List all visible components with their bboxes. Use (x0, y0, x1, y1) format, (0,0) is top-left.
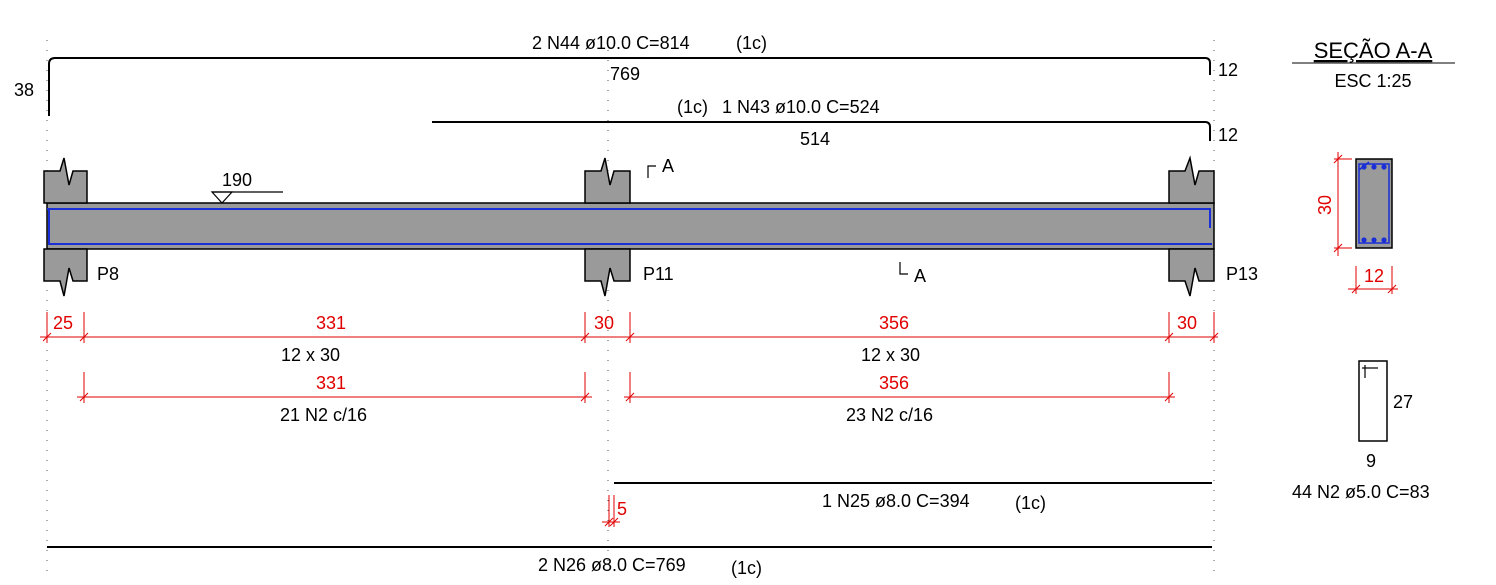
bar-n44: 2 N44 ø10.0 C=814 (1c) 769 38 12 (14, 33, 1238, 116)
section-rebar-bottom (1371, 237, 1377, 243)
bar-n43: (1c) 1 N43 ø10.0 C=524 514 12 (432, 97, 1238, 149)
support-p13-top (1168, 155, 1215, 204)
axis-lines (46, 40, 1215, 580)
dim-slash (1333, 154, 1343, 164)
dimension-row-2 (77, 372, 1175, 403)
dim-row1-25: 25 (53, 313, 73, 333)
dim-slash (604, 517, 614, 527)
bar-n43-layer: (1c) (677, 97, 708, 117)
dim-slash (1387, 284, 1397, 294)
dim-slash (1333, 243, 1343, 253)
section-height: 30 (1315, 195, 1335, 215)
dim-row1-30b: 30 (1177, 313, 1197, 333)
bar-n26-label: 2 N26 ø8.0 C=769 (538, 555, 686, 575)
bar-n25-offset: 5 (617, 499, 627, 519)
section-rebar-top (1381, 164, 1387, 170)
beam-elevation: 190 P8 P11 P13 A A (43, 155, 1258, 297)
section-cut-mark-top (647, 165, 656, 178)
section-rebar-top (1371, 164, 1377, 170)
support-p13-bottom (1168, 248, 1215, 297)
bar-n44-straight-length: 769 (610, 64, 640, 84)
beam-top-rebar (47, 208, 1211, 228)
section-rebar-bottom (1381, 237, 1387, 243)
dim-slash (42, 332, 52, 342)
bar-n25-offset-dim (602, 495, 620, 527)
section-a-a: SEÇÃO A-A ESC 1:25 30 12 (1292, 38, 1455, 294)
dim-slash (580, 392, 590, 402)
stirrup-spacing-right: 23 N2 c/16 (846, 405, 933, 425)
support-label-p13: P13 (1226, 264, 1258, 284)
stirrup-shape (1358, 360, 1388, 442)
section-stirrup (1358, 163, 1390, 244)
bar-n44-hook-right: 12 (1218, 60, 1238, 80)
bar-n44-hook-left: 38 (14, 80, 34, 100)
dim-slash (609, 517, 619, 527)
section-height-dim (1333, 152, 1352, 256)
section-width-dim (1348, 266, 1398, 294)
dim-row2-356: 356 (879, 373, 909, 393)
section-cut-label-bottom: A (914, 266, 926, 286)
section-width: 12 (1364, 266, 1384, 286)
dim-row1-331: 331 (316, 313, 346, 333)
bar-n43-label: 1 N43 ø10.0 C=524 (722, 97, 880, 117)
stirrup-width: 9 (1366, 451, 1376, 471)
bar-n43-straight-length: 514 (800, 129, 830, 149)
bar-n25-layer: (1c) (1015, 493, 1046, 513)
stirrup-spacing-left: 21 N2 c/16 (280, 405, 367, 425)
bar-n26-layer: (1c) (731, 558, 762, 578)
dim-slash (625, 392, 635, 402)
section-rebar-top (1361, 164, 1367, 170)
dim-row1-356: 356 (879, 313, 909, 333)
support-p11-bottom (584, 248, 631, 297)
beam-body (46, 202, 1215, 250)
dimension-row-1 (40, 312, 1219, 343)
bar-n25: 1 N25 ø8.0 C=394 (1c) 5 (602, 482, 1212, 527)
section-rebar-bottom (1361, 237, 1367, 243)
dim-row1-sub-right: 12 x 30 (861, 345, 920, 365)
dim-slash (625, 332, 635, 342)
dim-row1-30a: 30 (594, 313, 614, 333)
section-cut-label-top: A (662, 156, 674, 176)
support-p8-top (43, 157, 88, 204)
dim-slash (580, 332, 590, 342)
bar-n43-hook-right: 12 (1218, 125, 1238, 145)
level-marker-triangle (210, 191, 234, 204)
bar-n43-line (432, 121, 1211, 141)
dim-slash (79, 392, 89, 402)
support-p11-top (584, 157, 631, 204)
bar-n26: 2 N26 ø8.0 C=769 (1c) (47, 546, 1212, 578)
beam-bottom-rebar (48, 209, 1212, 245)
dim-slash (1164, 392, 1174, 402)
dim-row1-sub-left: 12 x 30 (281, 345, 340, 365)
support-label-p11: P11 (643, 264, 674, 284)
bar-n25-label: 1 N25 ø8.0 C=394 (822, 491, 970, 511)
dim-slash (1351, 284, 1361, 294)
bar-n44-label: 2 N44 ø10.0 C=814 (532, 33, 690, 53)
dim-row2-331: 331 (316, 373, 346, 393)
support-p8-bottom (43, 248, 88, 297)
dim-slash (79, 332, 89, 342)
support-label-p8: P8 (97, 264, 119, 284)
section-cut-mark-bottom (899, 262, 908, 275)
level-mark-value: 190 (222, 170, 252, 190)
section-title: SEÇÃO A-A (1314, 38, 1433, 63)
stirrup-label: 44 N2 ø5.0 C=83 (1292, 482, 1430, 502)
bar-n44-layer: (1c) (736, 33, 767, 53)
dim-slash (1164, 332, 1174, 342)
stirrup-height: 27 (1393, 392, 1413, 412)
bar-n44-line (48, 57, 1211, 116)
stirrup-detail: 27 9 44 N2 ø5.0 C=83 (1292, 360, 1430, 502)
section-concrete (1355, 158, 1393, 249)
dim-slash (1209, 332, 1219, 342)
section-scale: ESC 1:25 (1334, 71, 1411, 91)
